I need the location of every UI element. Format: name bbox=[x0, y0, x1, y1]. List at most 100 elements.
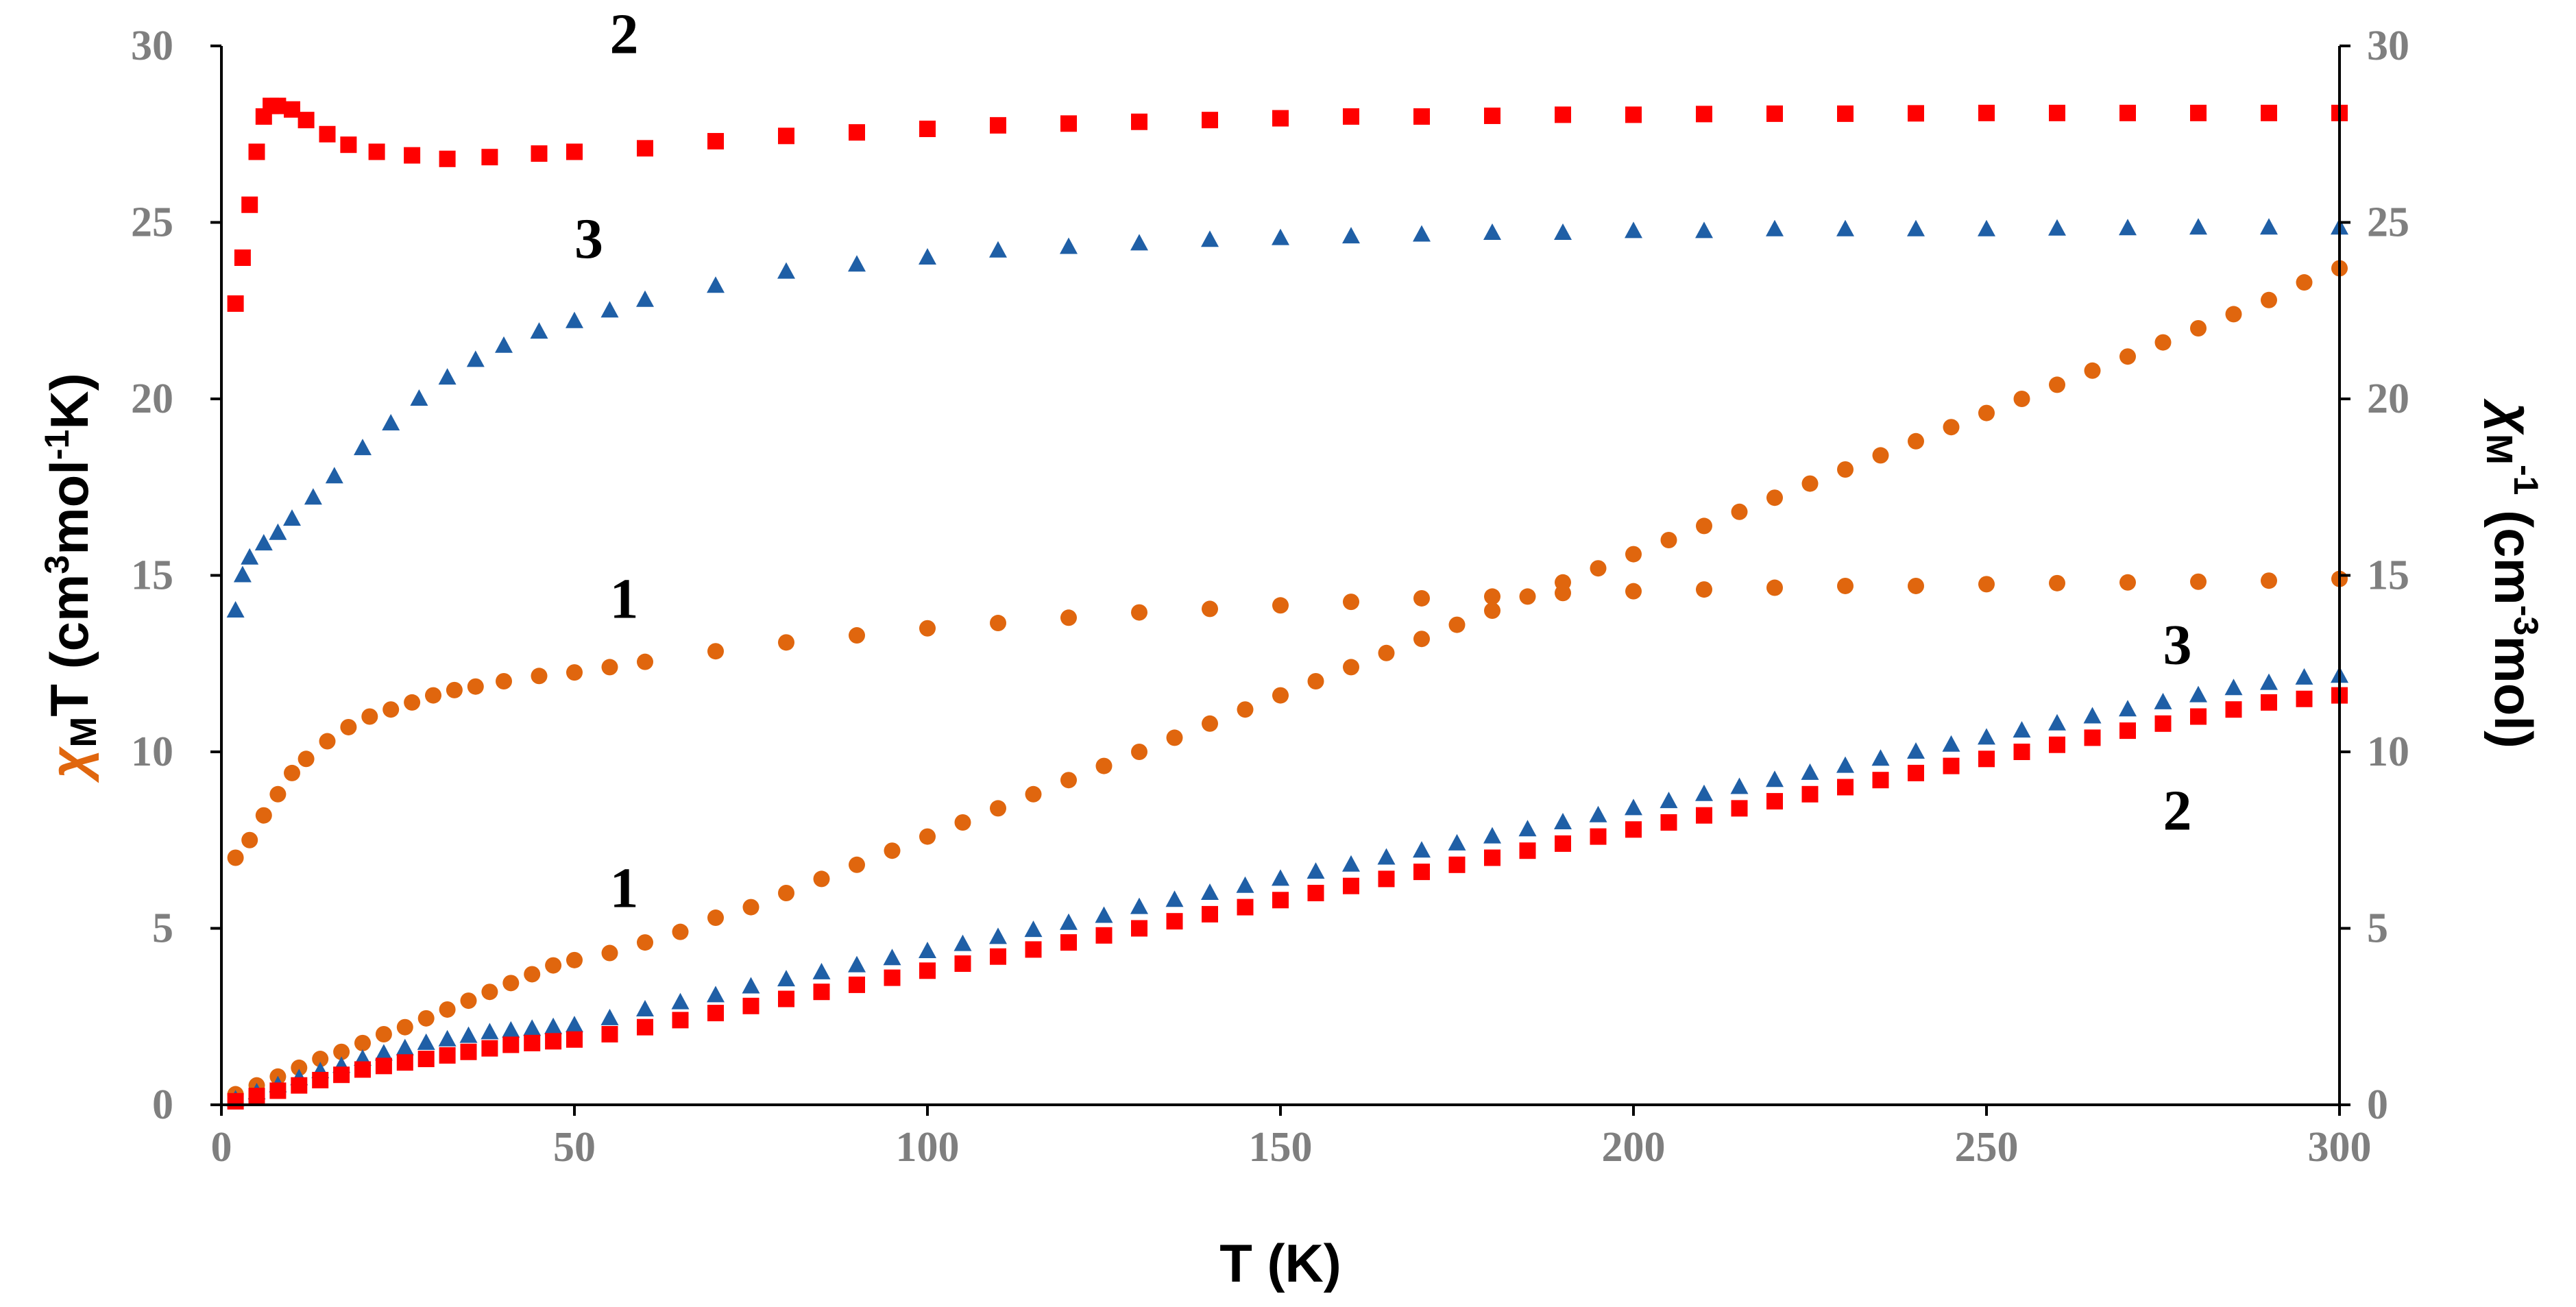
data-point bbox=[2190, 104, 2207, 121]
x-axis-title: T (K) bbox=[1219, 1233, 1341, 1293]
data-point bbox=[1978, 219, 1995, 236]
data-point bbox=[396, 1018, 413, 1036]
data-point bbox=[241, 196, 258, 213]
data-point bbox=[1660, 532, 1677, 548]
data-point bbox=[481, 1040, 498, 1057]
data-point bbox=[778, 885, 794, 901]
data-point bbox=[269, 523, 287, 540]
data-point bbox=[778, 990, 794, 1007]
data-point bbox=[1130, 234, 1148, 251]
data-point bbox=[425, 687, 441, 704]
data-point bbox=[707, 133, 724, 150]
series-annotation: 1 bbox=[610, 567, 639, 631]
data-point bbox=[1378, 870, 1395, 888]
data-point bbox=[1060, 934, 1077, 951]
right-y-tick-label: 30 bbox=[2367, 23, 2409, 69]
data-point bbox=[1378, 644, 1395, 661]
data-point bbox=[1343, 659, 1359, 676]
data-point bbox=[989, 927, 1007, 944]
data-point bbox=[291, 1059, 308, 1076]
data-point bbox=[848, 955, 866, 973]
data-point bbox=[990, 615, 1006, 632]
data-point bbox=[1060, 772, 1077, 789]
data-point bbox=[319, 733, 336, 750]
data-point bbox=[600, 301, 619, 318]
data-point bbox=[1413, 589, 1430, 607]
data-point bbox=[672, 1012, 689, 1029]
data-point bbox=[2049, 574, 2065, 591]
data-point bbox=[439, 150, 456, 167]
x-tick-label: 300 bbox=[2308, 1124, 2372, 1171]
data-point bbox=[990, 948, 1006, 965]
data-point bbox=[481, 984, 498, 1001]
data-point bbox=[566, 311, 583, 328]
data-point bbox=[1130, 897, 1148, 914]
data-point bbox=[284, 101, 300, 118]
right-y-axis-title: χM-1 (cm-3mol) bbox=[2479, 398, 2545, 748]
data-point bbox=[884, 969, 901, 986]
series-annotation: 1 bbox=[610, 857, 639, 920]
data-point bbox=[2189, 685, 2207, 703]
data-point bbox=[1413, 864, 1430, 881]
right-y-tick-label: 5 bbox=[2367, 905, 2388, 952]
data-point bbox=[481, 1023, 499, 1040]
data-point bbox=[1484, 588, 1500, 605]
data-point bbox=[1095, 757, 1113, 774]
data-point bbox=[1555, 574, 1571, 591]
data-point bbox=[1448, 856, 1466, 873]
data-point bbox=[1766, 489, 1783, 506]
right-y-axis-title-sup1: -3 bbox=[2507, 605, 2545, 635]
data-point bbox=[446, 681, 463, 698]
data-point bbox=[319, 125, 336, 143]
data-point bbox=[248, 1088, 265, 1105]
left-y-axis-title-sup2: -1 bbox=[38, 430, 76, 460]
data-point bbox=[255, 807, 272, 824]
data-point bbox=[354, 1034, 371, 1051]
data-point bbox=[1555, 106, 1571, 123]
data-point bbox=[2048, 713, 2066, 731]
data-point bbox=[404, 694, 421, 711]
left-y-tick-label: 15 bbox=[131, 552, 173, 599]
data-point bbox=[1236, 876, 1254, 893]
x-tick-label: 100 bbox=[896, 1124, 960, 1171]
data-point bbox=[2154, 715, 2172, 732]
data-point bbox=[2190, 708, 2207, 725]
data-point bbox=[1907, 219, 1925, 236]
data-point bbox=[2119, 574, 2136, 591]
data-point bbox=[297, 750, 315, 768]
right-y-axis-title-sub: M bbox=[2479, 434, 2520, 465]
data-point bbox=[2119, 722, 2136, 740]
data-point bbox=[502, 975, 520, 992]
data-point bbox=[1625, 221, 1642, 239]
data-point bbox=[524, 1034, 541, 1051]
left-y-tick-label: 0 bbox=[152, 1082, 173, 1128]
data-point bbox=[2190, 573, 2207, 590]
data-point bbox=[1483, 827, 1501, 844]
data-point bbox=[1237, 701, 1254, 718]
data-point bbox=[637, 1018, 653, 1036]
data-point bbox=[1660, 814, 1677, 831]
data-point bbox=[566, 143, 583, 160]
data-point bbox=[778, 634, 794, 651]
data-point bbox=[1731, 800, 1748, 817]
data-point bbox=[297, 112, 315, 129]
data-point bbox=[1801, 785, 1819, 803]
data-point bbox=[742, 899, 760, 916]
data-point bbox=[1060, 913, 1078, 930]
right-y-tick-label: 20 bbox=[2367, 376, 2409, 422]
data-point bbox=[954, 814, 971, 831]
data-point bbox=[530, 322, 548, 339]
data-point bbox=[2295, 668, 2313, 685]
data-point bbox=[531, 145, 548, 162]
data-point bbox=[354, 1061, 371, 1078]
data-point bbox=[1413, 841, 1431, 858]
data-point bbox=[1237, 899, 1254, 916]
data-point bbox=[1695, 784, 1713, 801]
data-point bbox=[1095, 906, 1113, 923]
data-point bbox=[1836, 219, 1854, 236]
data-point bbox=[1908, 577, 1924, 594]
data-point bbox=[849, 627, 865, 644]
data-point bbox=[990, 800, 1006, 817]
data-point bbox=[1343, 108, 1359, 125]
